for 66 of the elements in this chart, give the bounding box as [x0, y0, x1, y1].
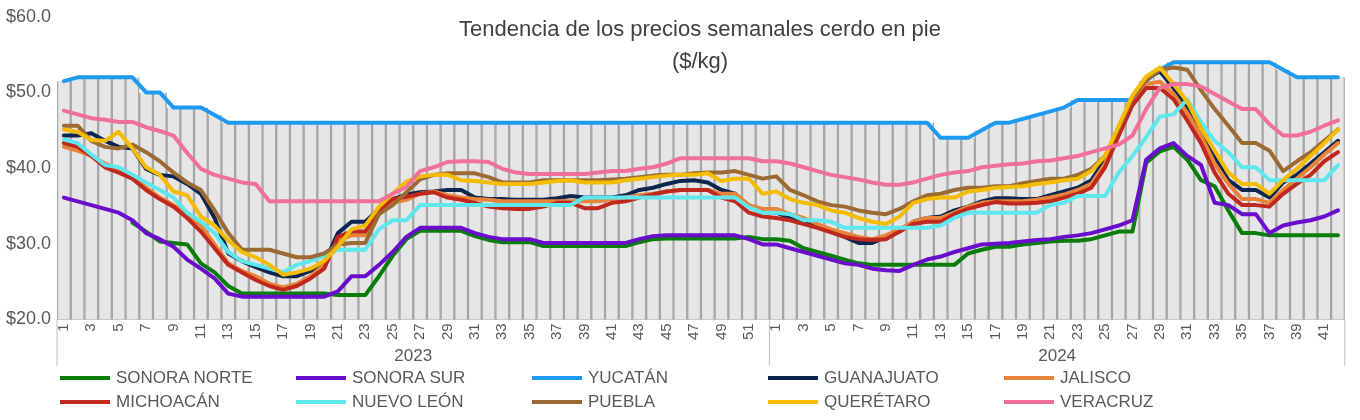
x-tick-label: 3: [793, 323, 811, 332]
x-tick-label: 25: [382, 323, 400, 340]
x-tick-label: 39: [574, 323, 592, 340]
legend-label: SONORA SUR: [352, 368, 466, 388]
x-tick-label: 23: [1067, 323, 1085, 340]
x-tick-label: 7: [848, 323, 866, 332]
y-tick-label: $30.0: [6, 232, 52, 253]
x-tick-label: 41: [1314, 323, 1332, 340]
x-tick-label: 7: [136, 323, 154, 332]
x-tick-label: 11: [903, 323, 921, 339]
x-tick-label: 11: [191, 323, 209, 339]
y-tick-label: $60.0: [6, 5, 52, 26]
y-tick-label: $40.0: [6, 157, 52, 178]
x-tick-label: 9: [163, 323, 181, 332]
legend-label: PUEBLA: [588, 392, 656, 412]
x-tick-label: 27: [410, 323, 428, 340]
y-tick-label: $50.0: [6, 81, 52, 102]
x-tick-label: 51: [739, 323, 757, 340]
legend-label: YUCATÁN: [588, 368, 668, 388]
text: ($/kg): [671, 48, 729, 74]
x-tick-label: 27: [1122, 323, 1140, 340]
x-tick-label: 33: [1204, 323, 1222, 340]
x-tick-label: 5: [108, 323, 126, 332]
x-tick-label: 9: [876, 323, 894, 332]
legend-label: QUERÉTARO: [824, 392, 931, 412]
x-tick-label: 19: [1013, 323, 1031, 340]
x-tick-label: 29: [1150, 323, 1168, 340]
x-tick-label: 3: [81, 323, 99, 332]
x-tick-label: 21: [1040, 323, 1058, 340]
y-tick-label: $20.0: [6, 308, 52, 329]
x-tick-label: 47: [684, 323, 702, 340]
x-tick-label: 45: [656, 323, 674, 340]
x-tick-label: 1: [54, 323, 72, 332]
x-tick-label: 19: [300, 323, 318, 340]
x-tick-label: 25: [1095, 323, 1113, 340]
x-tick-label: 15: [958, 323, 976, 340]
x-tick-label: 17: [273, 323, 291, 340]
legend-label: SONORA NORTE: [116, 368, 253, 388]
x-tick-label: 13: [930, 323, 948, 340]
x-tick-label: 1: [766, 323, 784, 332]
x-tick-label: 43: [629, 323, 647, 340]
x-tick-label: 41: [602, 323, 620, 340]
text: 2024: [1038, 345, 1077, 365]
x-tick-label: 33: [492, 323, 510, 340]
x-tick-label: 5: [821, 323, 839, 332]
x-tick-label: 39: [1287, 323, 1305, 340]
x-tick-label: 31: [465, 323, 483, 340]
x-tick-label: 13: [218, 323, 236, 340]
x-tick-label: 23: [355, 323, 373, 340]
x-tick-label: 35: [519, 323, 537, 340]
x-tick-label: 21: [328, 323, 346, 340]
x-tick-label: 31: [1177, 323, 1195, 340]
legend-label: GUANAJUATO: [824, 368, 939, 388]
x-tick-label: 49: [711, 323, 729, 340]
legend-label: VERACRUZ: [1060, 392, 1154, 412]
legend-label: MICHOACÁN: [116, 392, 220, 412]
x-tick-label: 17: [985, 323, 1003, 340]
text: 2023: [394, 345, 433, 365]
legend-label: JALISCO: [1060, 368, 1131, 388]
x-tick-label: 29: [437, 323, 455, 340]
chart-title: Tendencia de los precios semanales cerdo en pie: [459, 16, 941, 42]
x-tick-label: 37: [1259, 323, 1277, 340]
x-tick-label: 37: [547, 323, 565, 340]
x-tick-label: 35: [1232, 323, 1250, 340]
legend-label: NUEVO LEÓN: [352, 392, 464, 412]
x-tick-label: 15: [245, 323, 263, 340]
